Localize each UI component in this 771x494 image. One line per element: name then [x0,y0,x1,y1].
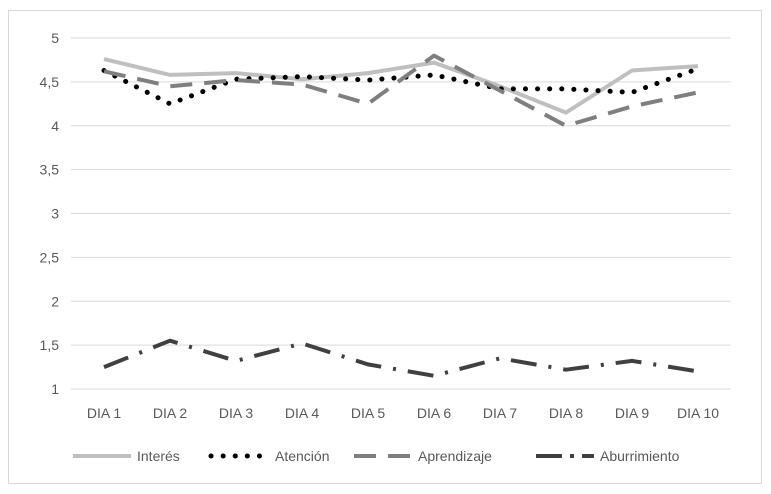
y-axis-tick-labels: 1 1,5 2 2,5 3 3,5 4 4,5 5 [40,30,60,397]
x-tick-label: DIA 5 [351,405,385,421]
series-line-aburrimiento [103,338,699,378]
series-lines [101,53,701,378]
series-line-interes [103,57,699,115]
y-tick-label: 5 [51,30,59,46]
legend-label-aprendizaje: Aprendizaje [418,448,492,464]
legend-label-interes: Interés [137,448,180,464]
x-tick-label: DIA 10 [677,405,719,421]
legend-label-atencion: Atención [275,448,329,464]
y-tick-label: 4,5 [40,74,60,90]
y-tick-label: 2 [51,293,59,309]
y-tick-label: 4 [51,118,59,134]
x-tick-label: DIA 6 [417,405,451,421]
x-tick-label: DIA 2 [153,405,187,421]
y-tick-label: 3 [51,206,59,222]
gridlines [71,37,731,390]
line-chart: 11,522,533,544,55 DIA 1 DIA 2 DIA 3 DIA 4 DI… [40,30,731,464]
y-tick-label: 2,5 [40,249,60,265]
x-axis-tick-labels: DIA 1 DIA 2 DIA 3 DIA 4 DIA 5 DIA 6 DIA 7 DIA 8… [87,405,719,421]
x-tick-label: DIA 8 [549,405,583,421]
y-tick-label: 1,5 [40,337,60,353]
y-tick-label: 3,5 [40,162,60,178]
legend: Interés Atención Aprendizaje Aburrimiento [73,448,680,464]
y-tick-label: 1 [51,381,59,397]
x-tick-label: DIA 1 [87,405,121,421]
series-line-aprendizaje [103,53,699,128]
x-tick-label: DIA 9 [615,405,649,421]
x-tick-label: DIA 4 [285,405,319,421]
x-tick-label: DIA 7 [483,405,517,421]
x-tick-label: DIA 3 [219,405,253,421]
chart-frame: 1 1,5 2 2,5 3 3,5 4 4,5 5 DIA 1 DIA 2 DIA 3 DIA 4 DI… [8,10,762,484]
legend-label-aburrimiento: Aburrimiento [600,448,680,464]
series-line-atencion [101,66,701,107]
